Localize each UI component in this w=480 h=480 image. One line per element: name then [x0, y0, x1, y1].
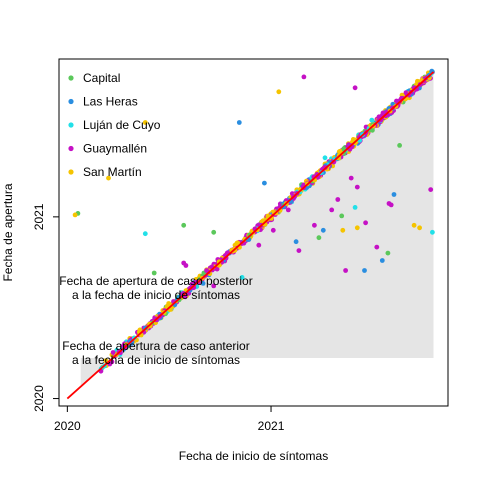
data-point-guaymall-n [363, 220, 368, 226]
data-point-las-heras [200, 281, 206, 286]
y-axis-title: Fecha de apertura [1, 183, 15, 281]
annotation-line: a la fecha de inicio de síntomas [72, 288, 240, 302]
band-point [110, 350, 116, 355]
x-axis-title: Fecha de inicio de síntomas [179, 449, 328, 463]
band-point [235, 240, 241, 246]
data-point-guaymall-n [374, 244, 380, 250]
data-point-las-heras [379, 258, 385, 263]
annotation-line: Fecha de apertura de caso anterior [62, 339, 249, 353]
legend-marker [68, 75, 74, 81]
data-point-guaymall-n [329, 207, 335, 213]
legend-label: Guaymallén [83, 142, 147, 156]
data-point-las-heras [362, 268, 367, 273]
data-point-capital [211, 229, 217, 235]
data-point-guaymall-n [343, 268, 348, 273]
x-tick-label: 2020 [54, 419, 81, 433]
axes: 2020 2021 2020 2021 Fecha de inicio de sínto… [1, 58, 449, 463]
data-point-guaymall-n [270, 227, 276, 233]
data-point-san-mart-n [142, 120, 148, 125]
data-point-luj-n-de-cuyo [369, 117, 375, 123]
data-point-capital [151, 270, 157, 276]
legend-marker [68, 122, 74, 128]
y-tick-label: 2020 [32, 385, 46, 412]
y-tick-label: 2021 [32, 203, 46, 230]
annotation-line: a la fecha de inicio de síntomas [72, 353, 240, 367]
data-point-san-mart-n [354, 225, 360, 231]
legend-label: Luján de Cuyo [83, 118, 161, 132]
data-point-luj-n-de-cuyo [322, 155, 328, 161]
data-point-capital [316, 235, 322, 241]
data-point-guaymall-n [386, 201, 392, 206]
legend-label: San Martín [83, 165, 142, 179]
band-point [214, 266, 220, 272]
legend-marker [68, 145, 74, 152]
data-point-capital [397, 143, 402, 148]
data-point-guaymall-n [312, 222, 317, 228]
data-point-guaymall-n [352, 85, 358, 91]
legend-label: Capital [83, 71, 120, 85]
data-point-guaymall-n [296, 248, 302, 254]
data-point-guaymall-n [285, 207, 291, 213]
band-point [370, 127, 375, 133]
band-point [204, 268, 210, 273]
data-point-san-mart-n [340, 227, 346, 233]
legend: Capital Las Heras Luján de Cuyo Guaymallén S… [68, 71, 161, 179]
data-point-capital [339, 213, 345, 219]
x-tick-label: 2021 [258, 419, 285, 433]
data-point-las-heras [262, 180, 267, 186]
data-point-luj-n-de-cuyo [352, 205, 358, 210]
data-point-guaymall-n [301, 74, 307, 80]
data-point-guaymall-n [256, 242, 262, 248]
data-point-guaymall-n [335, 197, 341, 202]
legend-label: Las Heras [83, 95, 138, 109]
annotation-line: Fecha de apertura de caso posterior [59, 274, 252, 288]
data-point-san-mart-n [417, 225, 422, 231]
data-point-capital [181, 222, 187, 228]
data-point-san-mart-n [72, 212, 78, 218]
data-point-capital [385, 250, 391, 256]
band-point [376, 114, 382, 120]
data-point-guaymall-n [354, 184, 360, 190]
data-point-san-mart-n [411, 222, 417, 228]
data-point-luj-n-de-cuyo [239, 275, 245, 280]
data-point-luj-n-de-cuyo [430, 229, 435, 235]
data-point-san-mart-n [276, 89, 282, 95]
data-point-guaymall-n [211, 283, 217, 289]
legend-marker [68, 98, 74, 105]
data-point-luj-n-de-cuyo [142, 231, 148, 237]
data-point-las-heras [320, 227, 326, 233]
legend-marker [68, 169, 74, 175]
data-points [66, 68, 435, 400]
data-point-san-mart-n [106, 175, 111, 181]
reference-line [66, 71, 435, 400]
data-point-guaymall-n [181, 260, 187, 266]
data-point-guaymall-n [348, 175, 354, 181]
data-point-las-heras [236, 120, 242, 125]
data-point-las-heras [391, 192, 397, 197]
data-point-las-heras [293, 239, 299, 245]
data-point-guaymall-n [428, 187, 434, 193]
